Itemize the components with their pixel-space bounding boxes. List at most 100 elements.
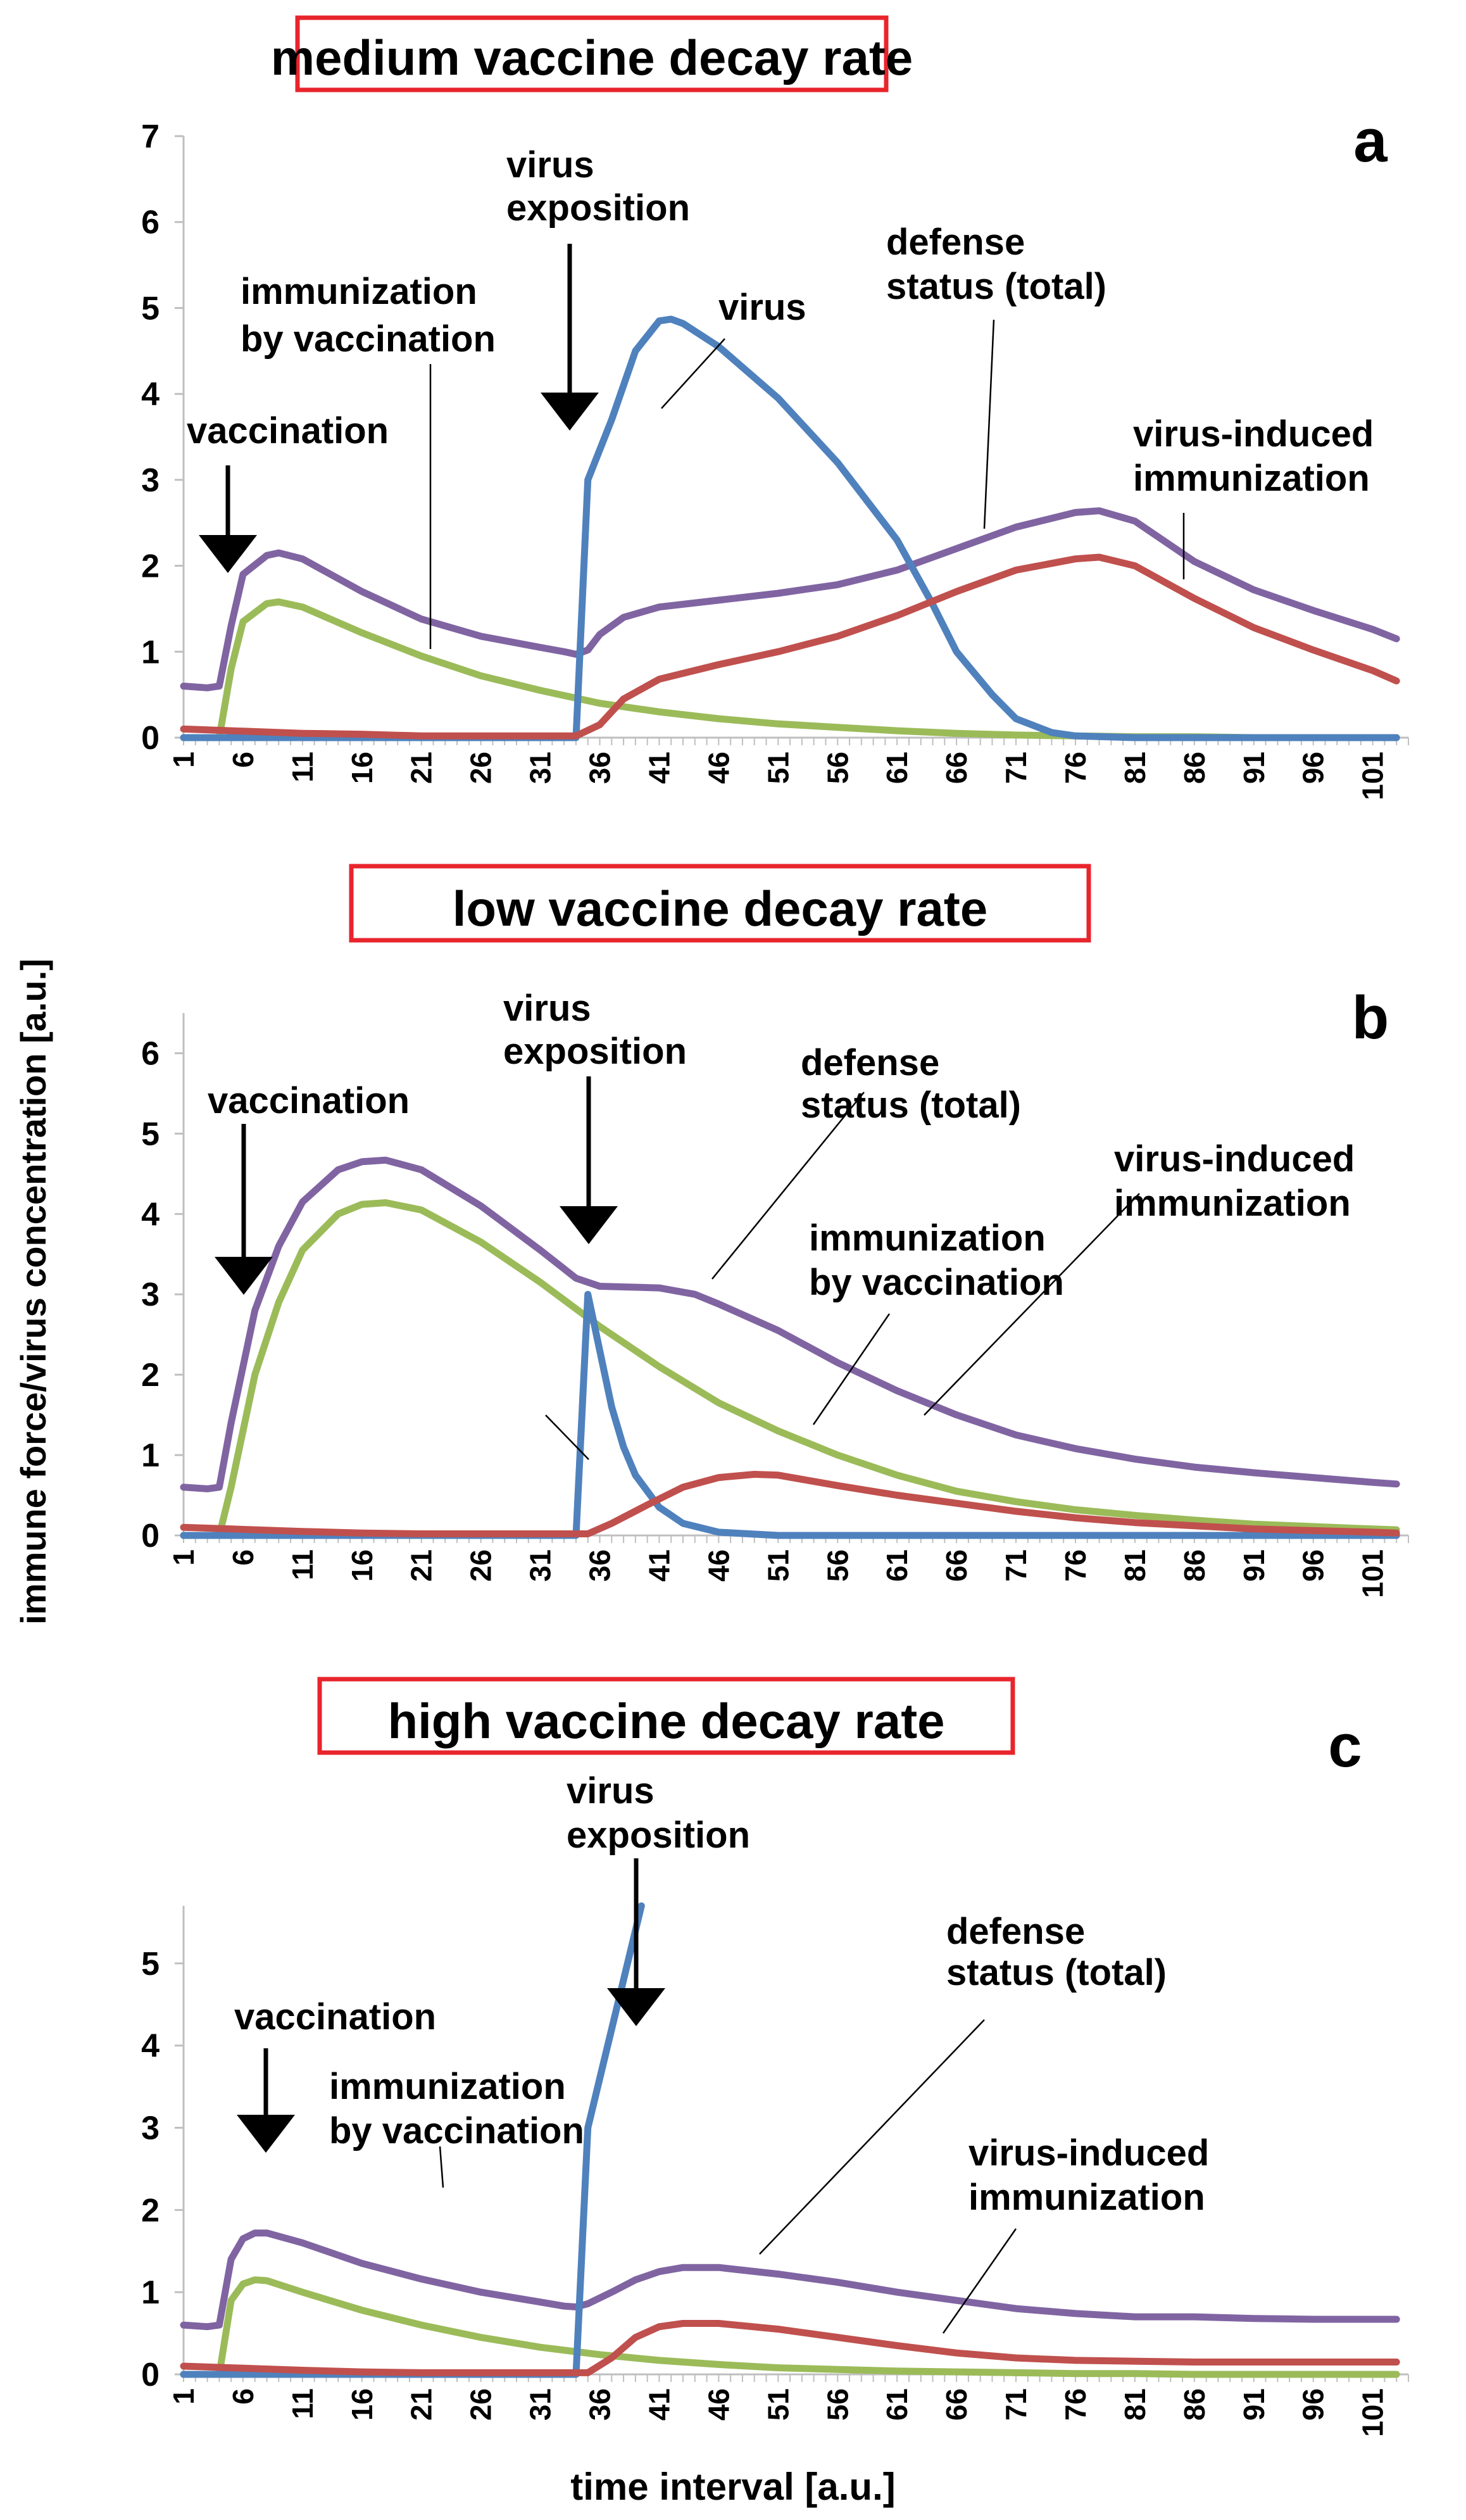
- y-tick-label: 5: [141, 1946, 160, 1982]
- annotation-leader-line: [711, 1092, 865, 1280]
- x-tick-label: 71: [999, 2388, 1032, 2421]
- annotation-label: immunization: [809, 1218, 1046, 1259]
- y-tick-label: 1: [141, 1437, 160, 1474]
- x-tick-label: 56: [821, 1549, 854, 1582]
- x-tick-label: 91: [1237, 752, 1270, 784]
- y-tick-label: 6: [141, 1035, 160, 1072]
- x-tick-label: 16: [346, 752, 379, 784]
- y-tick-label: 4: [141, 1196, 160, 1233]
- series-line-immunization-by-vaccination: [180, 2276, 1400, 2378]
- chart-title: medium vaccine decay rate: [271, 30, 913, 85]
- x-tick-label: 76: [1059, 752, 1092, 784]
- x-tick-label: 96: [1297, 1549, 1330, 1582]
- x-tick-label: 56: [821, 2388, 854, 2421]
- y-tick-label: 0: [141, 2357, 160, 2393]
- y-tick-label: 3: [141, 462, 160, 499]
- annotation-arrow-head: [560, 1206, 618, 1244]
- x-tick-label: 96: [1297, 2388, 1330, 2421]
- annotation-label: virus-induced: [1114, 1138, 1355, 1180]
- annotation-leader-line: [661, 338, 725, 409]
- x-tick-label: 96: [1297, 752, 1330, 784]
- x-tick-label: 91: [1237, 2388, 1270, 2421]
- annotation-arrow-head: [541, 393, 599, 431]
- annotation-label: immunization: [1133, 458, 1370, 499]
- x-tick-label: 101: [1356, 752, 1389, 800]
- x-tick-label: 21: [405, 752, 438, 784]
- y-tick-label: 2: [141, 2192, 160, 2229]
- y-tick-label: 0: [141, 720, 160, 757]
- x-tick-label: 41: [642, 2388, 675, 2421]
- annotation-label: exposition: [506, 187, 690, 229]
- x-tick-label: 71: [999, 1549, 1032, 1582]
- x-tick-label: 71: [999, 752, 1032, 784]
- x-tick-label: 11: [286, 752, 319, 783]
- annotation-arrow-head: [199, 535, 257, 573]
- x-tick-label: 86: [1178, 1549, 1211, 1582]
- x-tick-label: 66: [940, 752, 973, 784]
- annotation-label: by vaccination: [809, 1262, 1064, 1303]
- annotation-leader-line: [924, 1193, 1140, 1416]
- panel-letter: b: [1352, 984, 1389, 1052]
- annotation-label: exposition: [503, 1031, 687, 1072]
- annotation-label: vaccination: [208, 1080, 410, 1121]
- x-tick-label: 61: [880, 752, 913, 784]
- y-tick-label: 4: [141, 376, 160, 413]
- annotation-leader-line: [983, 319, 995, 529]
- x-tick-label: 81: [1118, 2388, 1151, 2421]
- y-tick-label: 1: [141, 634, 160, 671]
- annotation-label: defense: [886, 222, 1025, 263]
- annotation-label: immunization: [329, 2066, 566, 2107]
- x-tick-label: 6: [227, 752, 260, 768]
- series-line-defense-status-total: [180, 507, 1400, 691]
- x-tick-label: 51: [761, 2388, 794, 2421]
- annotation-label: by vaccination: [329, 2110, 584, 2151]
- annotation-label: immunization: [241, 271, 477, 312]
- x-tick-label: 46: [702, 1549, 735, 1582]
- series-line-virus-induced-immunization: [180, 553, 1400, 740]
- annotation-label: defense: [801, 1042, 939, 1083]
- annotation-label: immunization: [1114, 1183, 1351, 1224]
- x-tick-label: 81: [1118, 752, 1151, 784]
- annotation-label: vaccination: [187, 410, 389, 451]
- annotation-label: virus: [567, 1770, 655, 1811]
- y-axis-label: immune force/virus concentration [a.u.]: [13, 959, 53, 1625]
- x-tick-label: 61: [880, 1549, 913, 1582]
- x-tick-label: 101: [1356, 2388, 1389, 2437]
- annotation-label: vaccination: [234, 1996, 436, 2038]
- series-line-immunization-by-vaccination: [180, 1199, 1400, 1539]
- chart-title: low vaccine decay rate: [453, 881, 987, 936]
- x-tick-label: 6: [227, 2388, 260, 2405]
- x-tick-label: 51: [761, 1549, 794, 1582]
- y-tick-label: 5: [141, 290, 160, 327]
- annotation-label: status (total): [946, 1952, 1167, 1993]
- series-line-virus: [180, 1290, 1400, 1539]
- series-line-defense-status-total: [180, 2229, 1400, 2331]
- panel-letter: c: [1328, 1712, 1362, 1780]
- x-tick-label: 6: [227, 1549, 260, 1566]
- x-tick-label: 26: [465, 1549, 498, 1582]
- y-tick-label: 2: [141, 1357, 160, 1394]
- x-tick-label: 81: [1118, 1549, 1151, 1582]
- series-line-virus-induced-immunization: [180, 1471, 1400, 1537]
- annotation-label: virus: [506, 144, 594, 186]
- x-tick-label: 56: [821, 752, 854, 784]
- x-tick-label: 21: [405, 2388, 438, 2421]
- y-tick-label: 7: [141, 118, 160, 155]
- annotation-label: virus-induced: [1133, 413, 1374, 455]
- x-tick-label: 76: [1059, 1549, 1092, 1582]
- x-tick-label: 16: [346, 1549, 379, 1582]
- x-tick-label: 36: [584, 2388, 617, 2421]
- x-tick-label: 86: [1178, 2388, 1211, 2421]
- x-tick-label: 31: [524, 752, 557, 784]
- x-tick-label: 21: [405, 1549, 438, 1582]
- annotation-label: virus: [718, 287, 806, 328]
- annotation-label: exposition: [567, 1815, 750, 1856]
- x-tick-label: 46: [702, 2388, 735, 2421]
- annotation-label: by vaccination: [241, 318, 496, 360]
- x-tick-label: 41: [642, 752, 675, 784]
- x-tick-label: 16: [346, 2388, 379, 2421]
